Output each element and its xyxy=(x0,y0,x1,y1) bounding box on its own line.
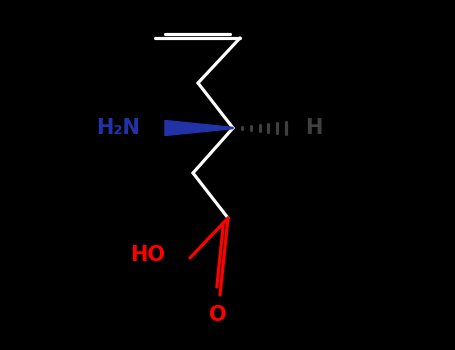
Text: HO: HO xyxy=(130,245,165,265)
Polygon shape xyxy=(165,120,233,135)
Text: H₂N: H₂N xyxy=(96,118,140,138)
Text: H: H xyxy=(305,118,323,138)
Text: O: O xyxy=(209,305,227,325)
